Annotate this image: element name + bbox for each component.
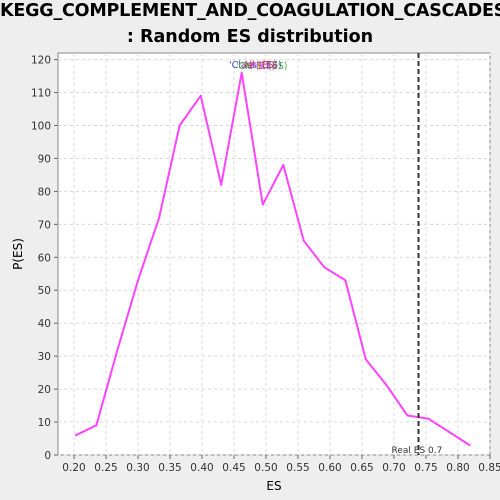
data-point xyxy=(448,430,451,433)
axis-layer: 0 10 20 30 40 50 60 70 80 90 100 110 120 0.20 0.25 0.30… xyxy=(31,55,500,474)
y-tick-label: 10 xyxy=(38,417,51,429)
x-tick-label: 0.55 xyxy=(286,462,309,474)
legend-entry: P(ES) xyxy=(250,61,275,72)
y-axis-label: P(ES) xyxy=(11,238,25,270)
y-tick-label: 120 xyxy=(31,55,51,67)
legend-entry: 'Class' (ES) xyxy=(229,60,282,71)
x-tick-label: 0.20 xyxy=(62,462,85,474)
data-point xyxy=(199,94,202,97)
legend-layer: 'Class' (ES)'Cls B' (ES)All (ES)P(ES) xyxy=(229,60,287,72)
y-tick-label: 30 xyxy=(38,351,51,363)
x-tick-label: 0.85 xyxy=(478,462,500,474)
data-point xyxy=(427,417,430,420)
x-tick-label: 0.35 xyxy=(158,462,181,474)
series-layer xyxy=(74,71,471,447)
data-point xyxy=(178,124,181,127)
marker-layer: Real ES 0.7 xyxy=(392,53,443,456)
x-tick-label: 0.75 xyxy=(414,462,437,474)
x-tick-label: 0.80 xyxy=(446,462,469,474)
legend-entry: All (ES) xyxy=(243,60,277,71)
x-tick-label: 0.65 xyxy=(350,462,373,474)
legend-entry: 'Cls B' (ES) xyxy=(236,61,287,72)
real-es-label: Real ES 0.7 xyxy=(392,446,443,456)
y-tick-label: 20 xyxy=(38,384,51,396)
data-point xyxy=(116,348,119,351)
x-axis-label: ES xyxy=(266,479,281,493)
data-point xyxy=(406,414,409,417)
x-tick-label: 0.40 xyxy=(190,462,213,474)
y-tick-label: 100 xyxy=(31,120,51,132)
chart-title-line-1: KEGG_COMPLEMENT_AND_COAGULATION_CASCADES xyxy=(0,1,500,21)
y-tick-label: 0 xyxy=(44,450,51,462)
plot-area xyxy=(57,52,491,456)
data-point xyxy=(282,164,285,167)
y-tick-label: 80 xyxy=(38,186,51,198)
y-tick-label: 90 xyxy=(38,153,51,165)
data-point xyxy=(74,434,77,437)
x-tick-label: 0.30 xyxy=(126,462,149,474)
y-tick-label: 50 xyxy=(38,285,51,297)
data-point xyxy=(261,203,264,206)
data-point xyxy=(385,384,388,387)
x-tick-label: 0.50 xyxy=(254,462,277,474)
x-tick-label: 0.25 xyxy=(94,462,117,474)
y-tick-label: 40 xyxy=(38,318,51,330)
y-tick-label: 60 xyxy=(38,252,51,264)
data-point xyxy=(364,358,367,361)
data-point xyxy=(158,216,161,219)
data-point xyxy=(240,71,243,74)
data-point xyxy=(220,183,223,186)
data-point xyxy=(344,279,347,282)
series-line xyxy=(75,71,471,446)
data-point xyxy=(137,279,139,282)
x-tick-label: 0.70 xyxy=(382,462,405,474)
x-tick-label: 0.45 xyxy=(222,462,245,474)
data-point xyxy=(95,424,98,427)
x-tick-label: 0.60 xyxy=(318,462,341,474)
y-tick-label: 110 xyxy=(31,88,51,100)
chart-title-line-2: : Random ES distribution xyxy=(126,27,374,47)
data-point xyxy=(468,444,471,447)
y-tick-label: 70 xyxy=(38,219,51,231)
data-point xyxy=(302,239,305,242)
data-point xyxy=(323,266,326,269)
